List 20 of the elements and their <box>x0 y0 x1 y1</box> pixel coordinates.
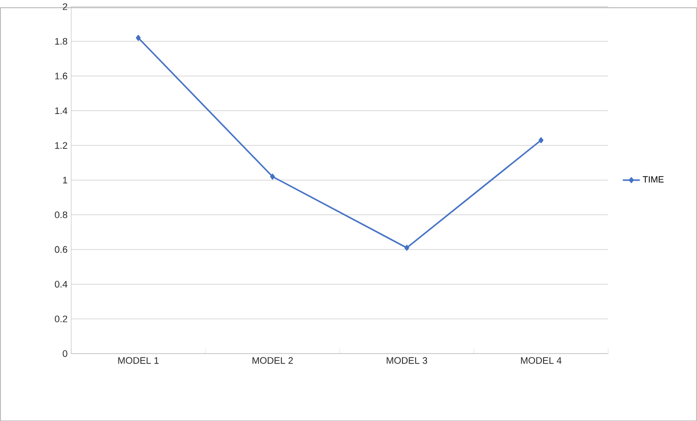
y-tick-label: 1 <box>63 176 68 184</box>
y-tick-label: 1.4 <box>55 107 68 114</box>
y-tick-label: 0.2 <box>54 315 68 322</box>
legend-label: TIME <box>642 176 664 182</box>
y-tick-label: 0.6 <box>54 246 68 253</box>
y-tick-label: 0.4 <box>54 280 68 288</box>
point <box>538 137 544 144</box>
y-tick-label: 1.8 <box>55 38 68 45</box>
point <box>136 34 141 41</box>
y-tick-label: 2 <box>62 3 68 10</box>
y-tick-label: 0 <box>62 350 68 357</box>
x-tick-label: MODEL 4 <box>521 356 562 364</box>
x-tick-label: MODEL 3 <box>386 356 428 364</box>
y-tick-label: 0.8 <box>54 211 68 218</box>
point <box>270 174 275 180</box>
y-tick-label: 1.2 <box>55 142 68 149</box>
x-tick-label: MODEL 1 <box>118 356 159 364</box>
y-tick-label: 1.6 <box>55 72 68 80</box>
x-tick-label: MODEL 2 <box>252 356 293 364</box>
point <box>404 244 410 251</box>
